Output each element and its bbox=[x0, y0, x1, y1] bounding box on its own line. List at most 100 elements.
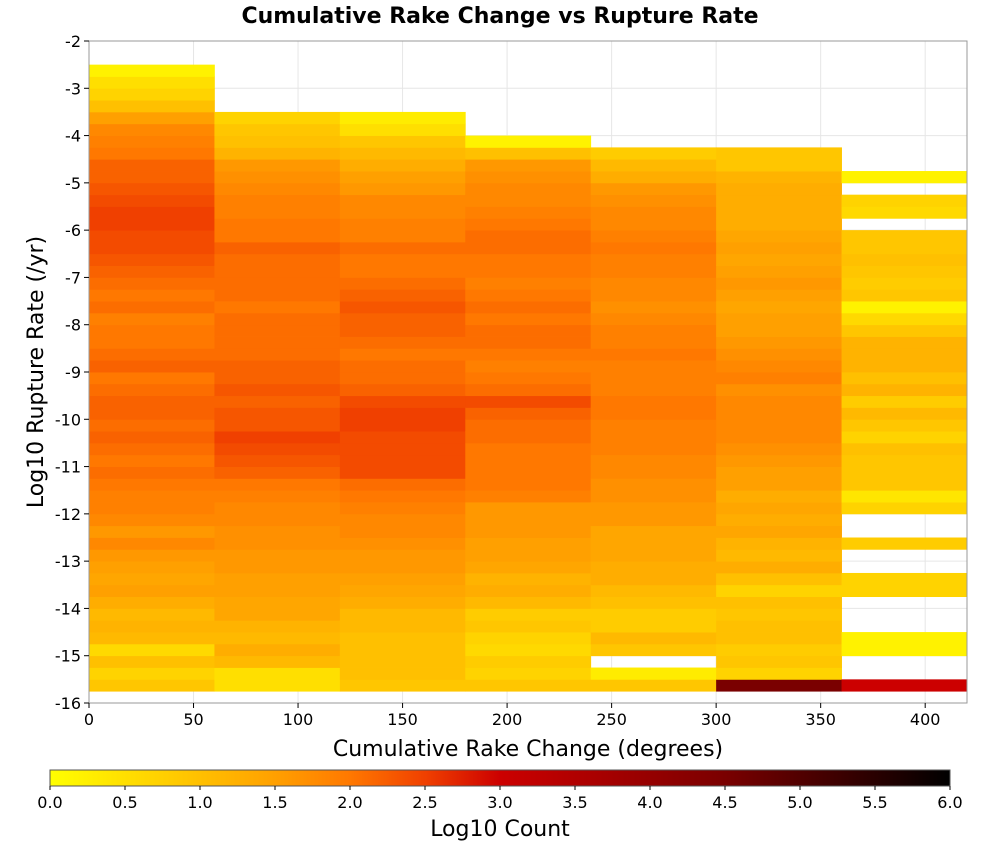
heatmap-cell bbox=[716, 454, 842, 467]
heatmap-cell bbox=[339, 194, 466, 207]
heatmap-cell bbox=[716, 324, 842, 337]
heatmap-cell bbox=[214, 336, 341, 349]
heatmap-cell bbox=[214, 466, 341, 479]
heatmap-cell bbox=[89, 312, 215, 326]
heatmap-cell bbox=[716, 643, 842, 657]
y-tick-label: -9 bbox=[65, 363, 81, 382]
heatmap-cell bbox=[841, 407, 968, 420]
heatmap-cell bbox=[465, 561, 592, 574]
heatmap-cell bbox=[716, 655, 842, 668]
heatmap-cell bbox=[716, 442, 842, 456]
heatmap-cell bbox=[465, 135, 592, 148]
heatmap-cell bbox=[590, 407, 717, 420]
heatmap-cell bbox=[214, 655, 341, 668]
heatmap-cell bbox=[339, 111, 466, 125]
heatmap-cell bbox=[590, 596, 717, 609]
heatmap-cell bbox=[89, 372, 215, 385]
heatmap-cell bbox=[339, 147, 466, 160]
heatmap-cell bbox=[590, 502, 717, 515]
heatmap-cell bbox=[89, 277, 215, 290]
heatmap-cell bbox=[590, 620, 717, 633]
colorbar-tick-label: 4.0 bbox=[637, 793, 662, 812]
heatmap-cell bbox=[339, 395, 466, 408]
heatmap-cell bbox=[841, 419, 968, 432]
heatmap-cell bbox=[339, 230, 466, 243]
heatmap-cell bbox=[89, 667, 215, 680]
heatmap-cell bbox=[214, 525, 341, 538]
heatmap-cell bbox=[590, 632, 717, 645]
heatmap-cell bbox=[339, 549, 466, 562]
heatmap-cell bbox=[841, 360, 968, 373]
heatmap-cell bbox=[89, 289, 215, 302]
heatmap-cell bbox=[841, 643, 968, 657]
heatmap-cell bbox=[339, 277, 466, 290]
heatmap-cell bbox=[590, 549, 717, 562]
heatmap-cell bbox=[339, 572, 466, 586]
x-tick-label: 350 bbox=[805, 710, 836, 729]
x-tick-label: 50 bbox=[183, 710, 203, 729]
heatmap-cell bbox=[590, 537, 717, 550]
y-tick-label: -2 bbox=[65, 32, 81, 51]
heatmap-cell bbox=[89, 419, 215, 432]
heatmap-cell bbox=[841, 348, 968, 361]
heatmap-cell bbox=[214, 265, 341, 278]
heatmap-cell bbox=[590, 206, 717, 219]
heatmap-cell bbox=[841, 277, 968, 290]
heatmap-cell bbox=[465, 608, 592, 621]
heatmap-cell bbox=[89, 336, 215, 349]
heatmap-cell bbox=[465, 277, 592, 290]
heatmap-cell bbox=[841, 241, 968, 255]
y-tick-label: -14 bbox=[55, 599, 81, 618]
colorbar-tick-label: 1.0 bbox=[187, 793, 212, 812]
heatmap-cell bbox=[214, 194, 341, 207]
heatmap-cell bbox=[89, 561, 215, 574]
heatmap-cell bbox=[339, 348, 466, 361]
heatmap-cell bbox=[716, 147, 842, 160]
heatmap-cell bbox=[89, 206, 215, 219]
heatmap-cell bbox=[465, 655, 592, 668]
heatmap-cell bbox=[214, 111, 341, 125]
heatmap-cell bbox=[89, 442, 215, 456]
heatmap-cell bbox=[214, 407, 341, 420]
heatmap-cell bbox=[716, 667, 842, 680]
heatmap-cell bbox=[89, 596, 215, 609]
colorbar-tick-label: 0.0 bbox=[37, 793, 62, 812]
heatmap-cell bbox=[465, 383, 592, 397]
heatmap-cell bbox=[339, 490, 466, 503]
heatmap-cell bbox=[841, 679, 968, 692]
heatmap-cell bbox=[465, 171, 592, 184]
y-tick-label: -8 bbox=[65, 316, 81, 335]
y-tick-label: -10 bbox=[55, 410, 81, 429]
heatmap-cell bbox=[716, 241, 842, 255]
heatmap-cell bbox=[89, 572, 215, 586]
heatmap-cell bbox=[89, 348, 215, 361]
heatmap-cell bbox=[339, 620, 466, 633]
heatmap-cell bbox=[89, 76, 215, 89]
heatmap-cell bbox=[716, 572, 842, 586]
heatmap-cell bbox=[89, 525, 215, 538]
heatmap-cell bbox=[214, 679, 341, 692]
heatmap-cell bbox=[465, 478, 592, 491]
heatmap-cell bbox=[214, 123, 341, 136]
heatmap-cell bbox=[590, 147, 717, 160]
heatmap-cell bbox=[716, 431, 842, 444]
heatmap-cell bbox=[465, 584, 592, 598]
heatmap-cell bbox=[89, 171, 215, 184]
heatmap-cell bbox=[590, 182, 717, 196]
colorbar-ticks: 0.0 0.5 1.0 1.5 2.0 2.5 3.0 3.5 4.0 4.5 5.0 5.5 6.0 bbox=[37, 786, 963, 812]
heatmap-cell bbox=[89, 620, 215, 633]
heatmap-cell bbox=[339, 123, 466, 136]
heatmap-cell bbox=[339, 584, 466, 598]
heatmap-cell bbox=[841, 502, 968, 515]
colorbar-tick-label: 3.0 bbox=[487, 793, 512, 812]
heatmap-cell bbox=[214, 667, 341, 680]
heatmap-cell bbox=[465, 395, 592, 408]
y-tick-label: -15 bbox=[55, 647, 81, 666]
heatmap-cell bbox=[214, 584, 341, 598]
heatmap-cell bbox=[89, 655, 215, 668]
heatmap-cell bbox=[214, 147, 341, 160]
heatmap-cell bbox=[716, 182, 842, 196]
heatmap-cell bbox=[339, 431, 466, 444]
colorbar-tick-label: 2.0 bbox=[337, 793, 362, 812]
